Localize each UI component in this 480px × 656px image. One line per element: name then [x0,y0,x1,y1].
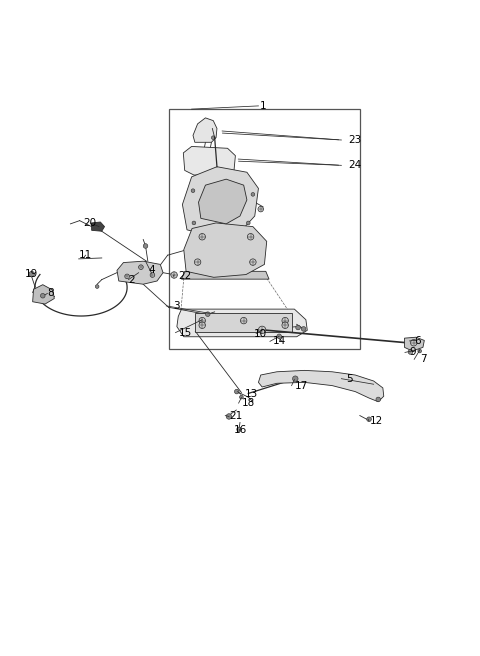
Circle shape [282,318,288,324]
Circle shape [199,234,205,240]
Circle shape [296,325,300,330]
Text: 17: 17 [295,380,309,390]
Circle shape [258,207,264,212]
Text: 2: 2 [128,275,135,285]
Text: 5: 5 [346,374,353,384]
Circle shape [125,274,130,279]
Polygon shape [117,261,163,284]
Circle shape [234,389,239,394]
Text: 6: 6 [414,336,421,346]
Polygon shape [33,285,54,304]
Circle shape [376,397,381,401]
Text: 16: 16 [233,425,247,436]
Polygon shape [92,222,105,231]
Text: 1: 1 [260,101,266,111]
Circle shape [197,159,200,163]
Circle shape [192,221,196,225]
Circle shape [226,414,232,419]
Text: 23: 23 [348,135,361,145]
Circle shape [139,265,143,270]
Text: 7: 7 [420,354,426,364]
Text: 9: 9 [409,348,416,358]
Circle shape [282,322,288,329]
Circle shape [237,427,241,432]
Circle shape [240,318,247,324]
Text: 18: 18 [242,398,255,408]
Circle shape [258,326,266,333]
Circle shape [367,417,372,422]
Circle shape [150,273,155,277]
Circle shape [29,272,35,277]
Text: 20: 20 [84,218,97,228]
Text: 14: 14 [273,337,287,346]
Circle shape [143,243,148,248]
Text: 19: 19 [25,269,38,279]
Text: 22: 22 [178,272,191,281]
Polygon shape [184,223,267,277]
Text: 10: 10 [254,329,267,338]
Text: 13: 13 [245,390,258,400]
Circle shape [246,221,250,225]
Circle shape [250,259,256,265]
Circle shape [292,376,298,381]
Circle shape [408,350,413,354]
Polygon shape [177,309,307,337]
Text: 21: 21 [229,411,242,420]
Text: 4: 4 [148,265,155,275]
Text: 15: 15 [179,327,192,338]
Circle shape [418,349,421,353]
Text: 3: 3 [173,301,180,311]
Circle shape [199,318,205,324]
Circle shape [40,293,45,298]
Circle shape [301,327,306,331]
Circle shape [191,189,195,192]
Circle shape [240,396,243,399]
Circle shape [171,272,177,278]
Circle shape [217,159,221,163]
Text: 12: 12 [370,416,383,426]
Circle shape [211,136,215,140]
Circle shape [251,192,255,196]
Text: 11: 11 [79,250,92,260]
Circle shape [205,312,210,316]
Polygon shape [193,118,217,142]
Circle shape [208,159,212,163]
Polygon shape [181,272,269,279]
Text: 8: 8 [48,289,54,298]
Polygon shape [182,167,258,236]
Bar [168,109,360,349]
Polygon shape [405,337,424,351]
Circle shape [96,285,99,289]
Circle shape [199,322,205,329]
Text: 24: 24 [348,160,361,171]
Circle shape [194,259,201,265]
Polygon shape [258,371,384,401]
Circle shape [277,334,281,338]
Circle shape [410,340,417,346]
Circle shape [247,234,254,240]
Bar [195,313,292,332]
Polygon shape [183,146,235,175]
Polygon shape [199,179,247,224]
